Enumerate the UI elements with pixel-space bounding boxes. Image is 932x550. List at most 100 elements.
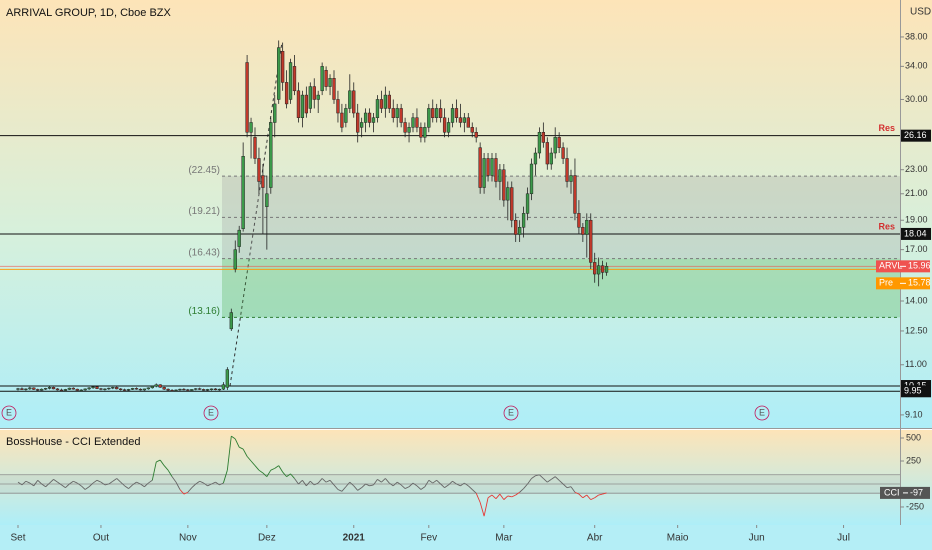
cci-line [314, 482, 319, 486]
candle-body [379, 99, 384, 109]
candle-body [142, 388, 147, 391]
candle-body [32, 387, 36, 390]
cci-line [57, 481, 62, 486]
cci-line [254, 465, 260, 471]
candle-body [91, 386, 95, 389]
candle-body [205, 389, 210, 391]
cci-line [175, 481, 181, 490]
cci-line [33, 480, 39, 487]
y-tick-label: 12.50 [905, 325, 928, 335]
cci-line [262, 472, 268, 477]
candle-body [446, 122, 451, 133]
candle-body [371, 117, 376, 123]
cci-line [365, 483, 370, 487]
candle-body [470, 127, 474, 133]
cci-line [290, 473, 295, 479]
cci-line [487, 494, 493, 499]
candle-body [423, 127, 427, 138]
candle-body [600, 265, 605, 273]
candle-body [549, 152, 553, 165]
cci-line [594, 494, 599, 499]
cci-line [151, 461, 157, 481]
candle-body [158, 384, 162, 388]
candle-body [178, 388, 182, 391]
candle-body [407, 127, 411, 133]
cci-line [392, 481, 398, 487]
candle-body [162, 387, 166, 390]
fib-label: (13.16) [188, 306, 220, 317]
candle-body [123, 389, 127, 391]
cci-line [144, 482, 149, 488]
candle-body [119, 388, 123, 390]
cci-line [187, 487, 193, 493]
candle-body [474, 132, 478, 138]
cci-line [317, 478, 323, 484]
cci-badge-value: -97 [910, 487, 923, 497]
cci-line [495, 493, 501, 499]
x-tick-label: Nov [179, 533, 197, 544]
cci-line [337, 489, 343, 492]
cci-line [270, 467, 275, 471]
cci-line [396, 481, 402, 486]
candle-body [296, 90, 301, 118]
cci-line [49, 479, 54, 484]
candle-body [510, 187, 514, 221]
y-tick-label: 14.00 [905, 295, 928, 305]
candle-body [249, 122, 253, 133]
cci-line [479, 502, 485, 517]
cci-line [467, 485, 473, 490]
cci-line [61, 484, 66, 489]
candle-body [344, 108, 348, 123]
cci-line [523, 483, 528, 489]
event-label: E [6, 407, 12, 417]
event-marker [203, 405, 219, 421]
candle-body [506, 187, 510, 201]
cci-line [207, 483, 212, 487]
candle-body [573, 175, 577, 214]
candle-body [442, 117, 447, 133]
candle-body [225, 369, 229, 388]
candle-body [130, 388, 135, 390]
candle-body [466, 117, 470, 128]
cci-line [602, 492, 607, 495]
y-tick-label: 38.00 [905, 31, 928, 41]
candle-body [494, 158, 498, 182]
cci-line [278, 465, 284, 473]
candle-body [403, 122, 407, 133]
cci-line [448, 480, 453, 486]
cci-line [444, 484, 449, 489]
cci-line [385, 478, 390, 484]
candle-body [604, 266, 609, 273]
y-tick-label: 30.00 [905, 94, 928, 104]
fib-label: (19.21) [188, 206, 220, 217]
cci-line [424, 480, 430, 487]
cci-line [167, 469, 173, 477]
candle-body [265, 193, 269, 207]
candle-body [391, 108, 395, 118]
candle-body [399, 108, 403, 123]
candle-body [589, 219, 593, 263]
event-marker [754, 405, 770, 421]
candle-body [525, 193, 530, 214]
candle-body [577, 213, 581, 228]
y-tick-label: 34.00 [905, 61, 928, 71]
level-label: Res [878, 221, 895, 231]
y-tick-label: 11.00 [905, 359, 927, 369]
cci-line [578, 493, 584, 499]
candle-body [150, 386, 154, 389]
candle-body [597, 265, 601, 275]
candle-body [585, 219, 589, 235]
event-label: E [208, 407, 214, 417]
cci-line [543, 478, 548, 483]
candle-body [194, 388, 198, 390]
cci-line [116, 478, 122, 483]
candle-body [490, 158, 494, 176]
fib-label: (22.45) [188, 165, 220, 176]
candle-body [253, 137, 257, 159]
cci-line [211, 481, 216, 485]
cci-line [341, 486, 347, 492]
cci-line [124, 485, 129, 489]
candle-body [241, 156, 245, 229]
level-value: 18.04 [904, 228, 927, 238]
